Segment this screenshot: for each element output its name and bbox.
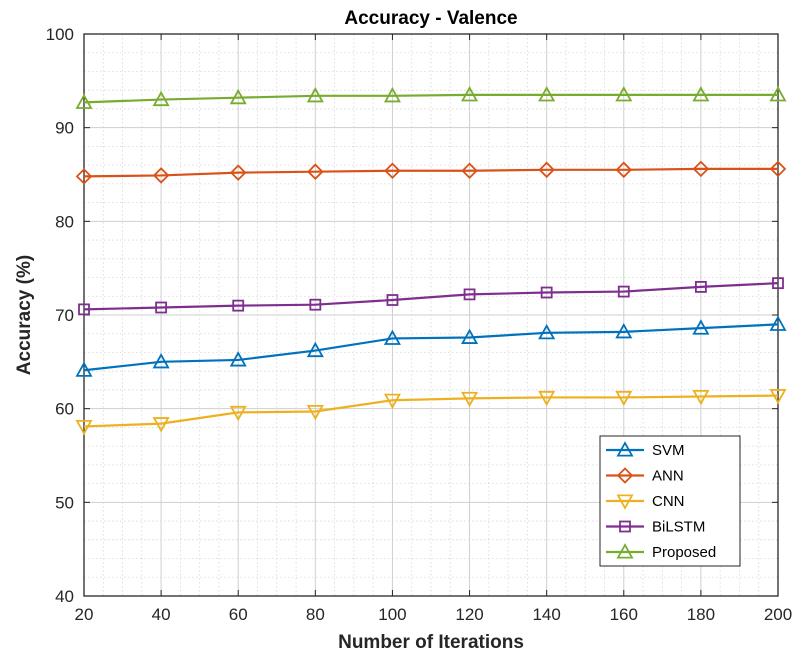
data-point (615, 390, 633, 407)
legend-label: CNN (652, 493, 685, 510)
data-point (692, 86, 710, 102)
data-point (769, 315, 787, 331)
legend-label: SVM (652, 442, 685, 459)
data-point (75, 419, 93, 436)
x-tick-label: 60 (229, 605, 248, 624)
data-point (538, 390, 556, 407)
axis-ticks: 20 40 60 80 100 120 140 160 180 20040506070809010… (46, 25, 793, 624)
series-bilstm (78, 277, 784, 316)
y-tick-label: 50 (55, 493, 74, 512)
data-point (772, 277, 784, 290)
data-point (306, 404, 324, 421)
data-point (615, 323, 633, 339)
data-point (463, 288, 476, 301)
y-axis-label: Accuracy (%) (14, 255, 35, 375)
data-point (769, 86, 787, 102)
data-point (75, 361, 93, 377)
series-proposed (75, 86, 787, 109)
data-point (615, 161, 633, 179)
data-point (383, 329, 401, 345)
data-point (617, 285, 630, 298)
x-tick-label: 180 (687, 605, 715, 624)
series-line (83, 323, 779, 372)
data-point (152, 352, 170, 369)
series-line (83, 394, 779, 428)
data-point (540, 286, 553, 299)
y-tick-label: 70 (55, 306, 74, 325)
data-point (538, 86, 556, 102)
data-point (769, 160, 787, 178)
data-point (152, 167, 170, 184)
x-tick-label: 100 (378, 605, 406, 624)
data-point (309, 298, 322, 311)
data-point (306, 341, 324, 358)
data-point (692, 319, 710, 335)
data-point (538, 323, 556, 340)
data-point (229, 164, 247, 181)
y-tick-label: 60 (55, 400, 74, 419)
data-point (229, 88, 247, 105)
data-point (152, 417, 170, 433)
legend-marker (616, 467, 634, 484)
legend-marker (616, 543, 634, 559)
data-point (461, 162, 478, 180)
x-tick-label: 120 (455, 605, 483, 624)
data-point (306, 86, 324, 103)
x-tick-label: 200 (764, 605, 792, 624)
data-point (461, 391, 479, 408)
series-line (83, 282, 779, 311)
data-point (615, 86, 633, 102)
series-line (83, 167, 778, 178)
x-tick-label: 80 (306, 605, 325, 624)
data-point (229, 405, 247, 422)
data-point (461, 328, 479, 344)
series-cnn (75, 389, 787, 436)
y-tick-label: 40 (55, 587, 74, 606)
series-group (75, 86, 787, 436)
data-point (769, 389, 787, 405)
legend-marker (619, 520, 631, 533)
legend-label: ANN (652, 468, 684, 485)
data-point (461, 86, 479, 102)
x-tick-label: 20 (75, 605, 94, 624)
y-tick-label: 90 (55, 119, 74, 138)
legend-marker (616, 441, 634, 457)
series-line (83, 93, 778, 104)
y-tick-label: 80 (55, 212, 74, 231)
legend-marker (616, 494, 634, 510)
data-point (383, 393, 401, 410)
data-point (229, 351, 247, 367)
data-point (232, 299, 245, 312)
data-point (155, 301, 168, 314)
data-point (384, 162, 401, 180)
series-svm (75, 315, 787, 377)
data-point (383, 86, 401, 103)
data-point (692, 389, 710, 406)
data-point (386, 294, 399, 306)
legend-label: BiLSTM (652, 519, 705, 536)
legend-label: Proposed (652, 544, 716, 561)
data-point (307, 163, 324, 180)
series-ann (75, 160, 787, 185)
x-tick-label: 140 (532, 605, 560, 624)
y-tick-label: 100 (46, 25, 74, 44)
chart-title: Accuracy - Valence (344, 8, 517, 29)
x-axis-label: Number of Iterations (338, 632, 524, 653)
data-point (78, 303, 90, 316)
data-point (538, 161, 555, 179)
x-tick-label: 160 (610, 605, 638, 624)
data-point (692, 160, 710, 178)
data-point (694, 280, 707, 293)
data-point (75, 168, 93, 185)
data-point (152, 90, 170, 107)
x-tick-label: 40 (152, 605, 171, 624)
data-point (75, 93, 93, 109)
legend: SVM ANN CNN BiLSTM Proposed (599, 435, 741, 567)
